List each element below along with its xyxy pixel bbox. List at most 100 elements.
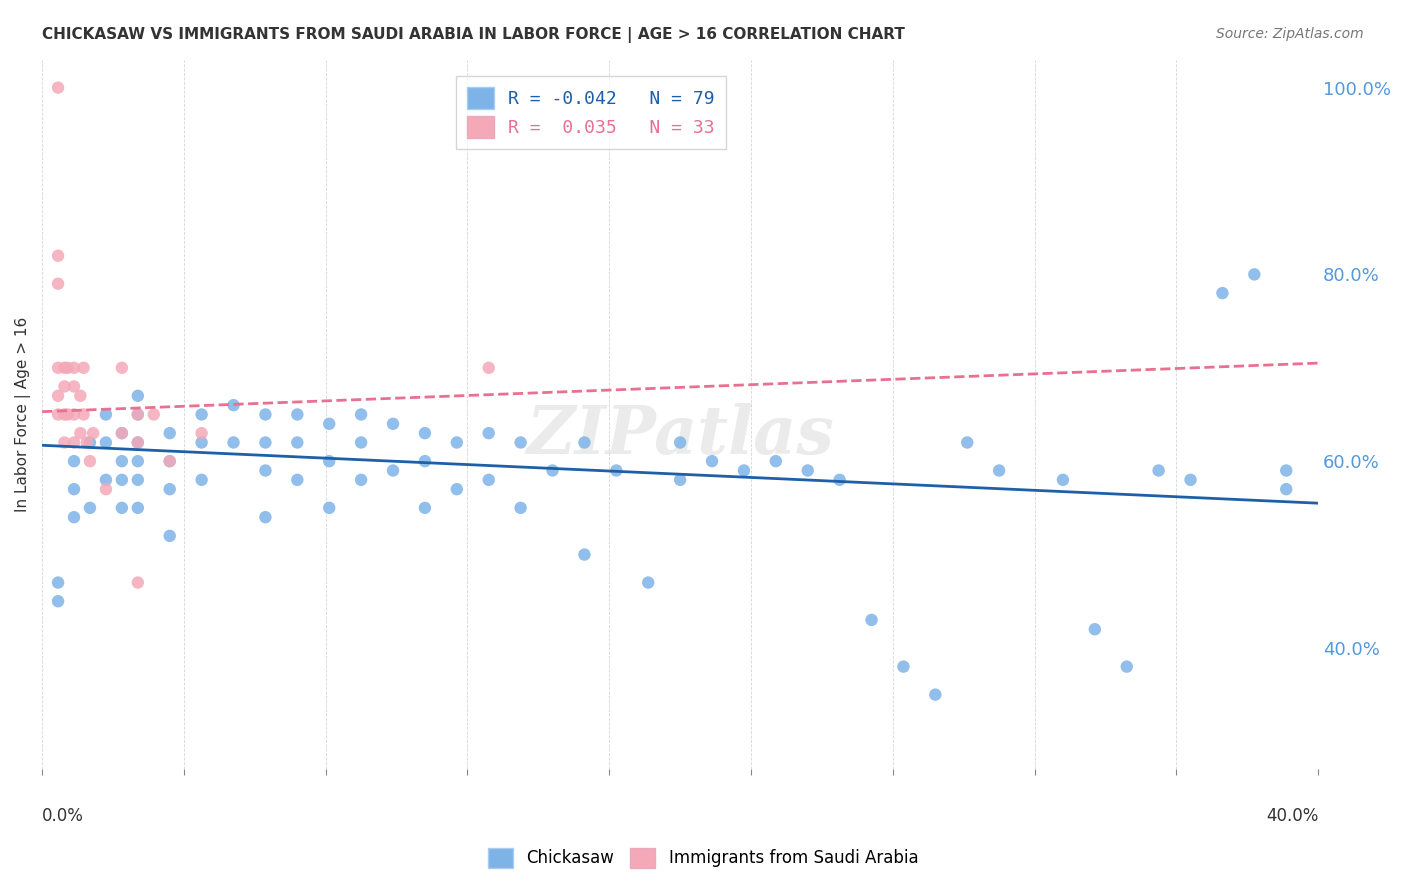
- Point: [574, 435, 596, 450]
- Point: [63, 408, 86, 422]
- Point: [669, 435, 692, 450]
- Point: [111, 500, 134, 515]
- Point: [76, 435, 98, 450]
- Point: [111, 426, 134, 441]
- Point: [669, 473, 692, 487]
- Point: [1052, 473, 1074, 487]
- Point: [1147, 463, 1170, 477]
- Point: [733, 463, 755, 477]
- Point: [63, 379, 86, 393]
- Point: [53, 435, 76, 450]
- Point: [46, 249, 69, 263]
- Point: [382, 417, 405, 431]
- Point: [350, 473, 373, 487]
- Point: [79, 435, 101, 450]
- Point: [63, 360, 86, 375]
- Point: [1275, 482, 1298, 496]
- Point: [700, 454, 723, 468]
- Point: [190, 408, 212, 422]
- Legend: R = -0.042   N = 79, R =  0.035   N = 33: R = -0.042 N = 79, R = 0.035 N = 33: [456, 76, 725, 149]
- Point: [509, 500, 531, 515]
- Point: [142, 408, 165, 422]
- Point: [413, 454, 436, 468]
- Point: [111, 473, 134, 487]
- Point: [285, 408, 308, 422]
- Point: [1180, 473, 1202, 487]
- Point: [127, 575, 149, 590]
- Point: [63, 510, 86, 524]
- Point: [94, 482, 117, 496]
- Text: ZIPatlas: ZIPatlas: [526, 403, 834, 468]
- Point: [72, 360, 94, 375]
- Point: [796, 463, 818, 477]
- Text: CHICKASAW VS IMMIGRANTS FROM SAUDI ARABIA IN LABOR FORCE | AGE > 16 CORRELATION : CHICKASAW VS IMMIGRANTS FROM SAUDI ARABI…: [42, 27, 905, 43]
- Point: [509, 435, 531, 450]
- Point: [190, 435, 212, 450]
- Point: [63, 454, 86, 468]
- Point: [1275, 463, 1298, 477]
- Point: [190, 473, 212, 487]
- Text: Source: ZipAtlas.com: Source: ZipAtlas.com: [1216, 27, 1364, 41]
- Point: [127, 435, 149, 450]
- Point: [574, 548, 596, 562]
- Point: [478, 426, 501, 441]
- Point: [1211, 286, 1233, 301]
- Point: [63, 435, 86, 450]
- Point: [72, 408, 94, 422]
- Point: [111, 426, 134, 441]
- Point: [318, 500, 340, 515]
- Point: [46, 277, 69, 291]
- Point: [82, 426, 104, 441]
- Point: [478, 473, 501, 487]
- Text: 0.0%: 0.0%: [42, 806, 84, 825]
- Point: [159, 426, 181, 441]
- Point: [127, 500, 149, 515]
- Point: [111, 454, 134, 468]
- Point: [53, 360, 76, 375]
- Point: [94, 435, 117, 450]
- Point: [446, 435, 468, 450]
- Point: [46, 360, 69, 375]
- Point: [63, 482, 86, 496]
- Point: [111, 360, 134, 375]
- Point: [159, 529, 181, 543]
- Point: [159, 454, 181, 468]
- Point: [79, 454, 101, 468]
- Point: [350, 435, 373, 450]
- Point: [254, 510, 277, 524]
- Point: [46, 575, 69, 590]
- Point: [318, 454, 340, 468]
- Point: [222, 398, 245, 412]
- Point: [79, 500, 101, 515]
- Point: [1084, 622, 1107, 636]
- Point: [860, 613, 883, 627]
- Point: [318, 417, 340, 431]
- Point: [413, 426, 436, 441]
- Point: [478, 360, 501, 375]
- Point: [828, 473, 851, 487]
- Point: [56, 408, 79, 422]
- Point: [94, 473, 117, 487]
- Point: [637, 575, 659, 590]
- Point: [127, 408, 149, 422]
- Point: [413, 500, 436, 515]
- Point: [46, 408, 69, 422]
- Point: [382, 463, 405, 477]
- Point: [127, 408, 149, 422]
- Point: [69, 426, 91, 441]
- Point: [46, 80, 69, 95]
- Point: [69, 389, 91, 403]
- Point: [46, 594, 69, 608]
- Point: [53, 379, 76, 393]
- Point: [127, 454, 149, 468]
- Point: [605, 463, 627, 477]
- Point: [541, 463, 564, 477]
- Point: [56, 360, 79, 375]
- Point: [46, 389, 69, 403]
- Point: [222, 435, 245, 450]
- Point: [254, 408, 277, 422]
- Point: [285, 473, 308, 487]
- Point: [254, 463, 277, 477]
- Y-axis label: In Labor Force | Age > 16: In Labor Force | Age > 16: [15, 317, 31, 512]
- Point: [94, 408, 117, 422]
